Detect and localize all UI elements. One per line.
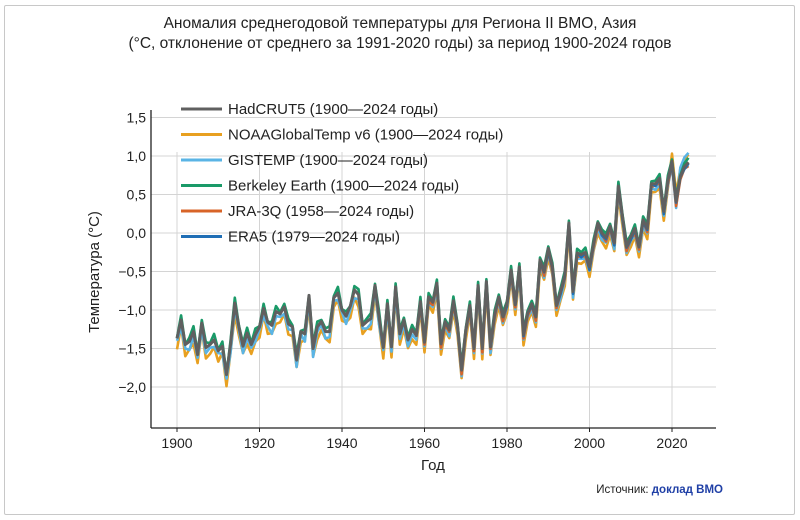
legend-label: NOAAGlobalTemp v6 (1900—2024 годы) [228, 127, 503, 144]
source-link[interactable]: доклад ВМО [651, 484, 723, 496]
x-tick-label: 1980 [491, 435, 522, 451]
y-tick-label: 1,0 [127, 148, 147, 164]
x-tick-label: 2020 [656, 435, 687, 451]
x-ticks: 1900 1920 1940 1960 1980 2000 2020 [161, 428, 688, 451]
axes [150, 110, 716, 429]
figure-frame [4, 5, 795, 515]
source-label: Источник: [596, 484, 649, 496]
x-axis-label: Год [421, 457, 445, 474]
legend-label: HadCRUT5 (1900—2024 годы) [228, 101, 438, 118]
chart-subtitle: (°C, отклонение от среднего за 1991-2020… [128, 35, 672, 52]
y-tick-label: −1,0 [118, 302, 146, 318]
y-tick-label: −1,5 [118, 341, 146, 357]
legend-label: ERA5 (1979—2024 годы) [228, 229, 400, 246]
legend-label: Berkeley Earth (1900—2024 годы) [228, 178, 459, 195]
series-lines [175, 152, 690, 388]
x-tick-label: 1960 [409, 435, 440, 451]
y-tick-label: −2,0 [118, 379, 146, 395]
y-tick-label: 0,0 [127, 225, 147, 241]
y-tick-label: −0,5 [118, 264, 146, 280]
y-tick-label: 1,5 [127, 110, 147, 126]
legend-label: JRA-3Q (1958—2024 годы) [228, 203, 414, 220]
series-line-0 [175, 159, 690, 377]
chart-title: Аномалия среднегодовой температуры для Р… [163, 15, 637, 32]
x-tick-label: 2000 [574, 435, 605, 451]
x-tick-label: 1900 [161, 435, 192, 451]
source-note: Источник: доклад ВМО [596, 484, 723, 496]
legend: HadCRUT5 (1900—2024 годы) NOAAGlobalTemp … [181, 101, 503, 246]
x-tick-label: 1920 [244, 435, 275, 451]
y-tick-label: 0,5 [127, 187, 147, 203]
x-tick-label: 1940 [326, 435, 357, 451]
y-axis-label: Температура (°C) [86, 211, 103, 333]
grid-lines [151, 117, 716, 428]
legend-label: GISTEMP (1900—2024 годы) [228, 152, 428, 169]
y-ticks: −2,0 −1,5 −1,0 −0,5 0,0 0,5 1,0 1,5 [118, 110, 146, 396]
